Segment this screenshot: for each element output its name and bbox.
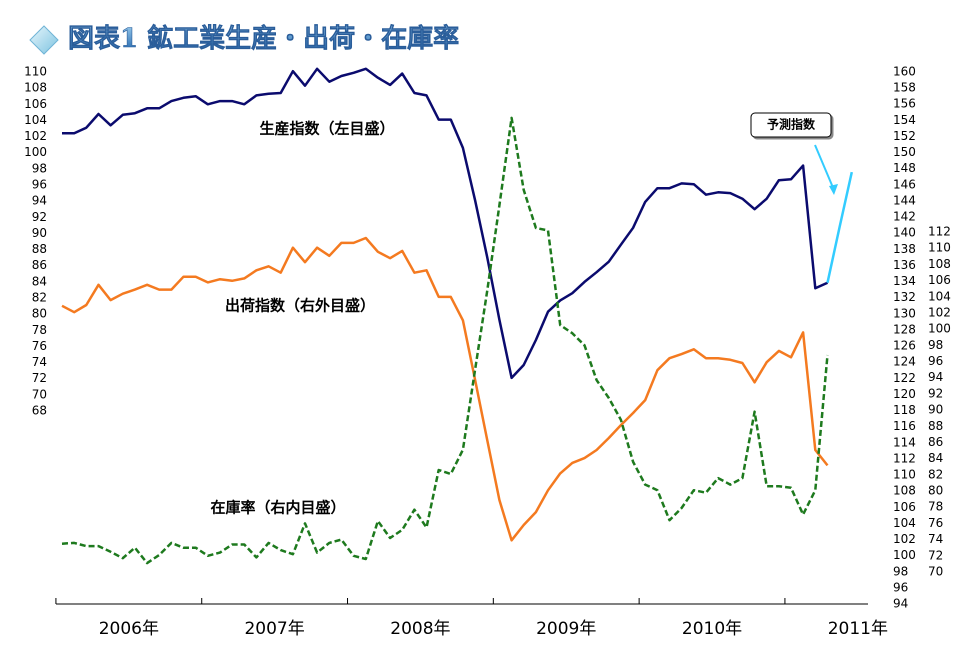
y-tick-label: 120 [893,387,916,401]
y-tick-label: 84 [32,274,47,288]
y-tick-label: 118 [893,403,916,417]
y-tick-label: 116 [893,419,916,433]
series-line [61,236,829,542]
y-tick-label: 110 [928,241,951,255]
x-tick-label: 2010年 [682,619,742,639]
callout-arrow [814,144,835,191]
y-tick-label: 72 [928,548,943,562]
y-tick-label: 112 [928,225,951,239]
series-line [826,171,854,283]
callout-arrow-head [829,184,838,195]
y-tick-label: 138 [893,242,916,256]
y-tick-label: 108 [24,81,47,95]
y-tick-label: 152 [893,129,916,143]
chart-title: 図表1 鉱工業生産・出荷・在庫率 [68,23,459,54]
series-line [62,67,829,380]
y-tick-label: 110 [24,65,47,79]
y-tick-label: 86 [32,258,47,272]
y-tick-label: 68 [32,404,47,418]
y-tick-label: 76 [32,339,47,353]
y-tick-label: 114 [893,435,916,449]
y-tick-label: 124 [893,355,916,369]
y-tick-label: 142 [893,210,916,224]
x-tick-label: 2008年 [390,619,450,639]
y-tick-label: 106 [928,273,951,287]
x-tick-label: 2009年 [536,619,596,639]
y-tick-label: 78 [32,323,47,337]
y-tick-label: 76 [928,516,943,530]
y-tick-label: 130 [893,306,916,320]
y-tick-label: 70 [32,387,47,401]
y-tick-label: 104 [24,113,47,127]
x-tick-label: 2007年 [244,619,304,639]
series-line [61,116,829,565]
y-tick-label: 96 [893,580,908,594]
y-tick-label: 90 [928,403,943,417]
y-tick-label: 148 [893,161,916,175]
y-tick-label: 86 [928,435,943,449]
y-tick-label: 106 [24,97,47,111]
y-tick-label: 100 [24,145,47,159]
series-label: 在庫率（右内目盛） [210,499,345,517]
y-tick-label: 104 [928,289,951,303]
y-tick-label: 100 [928,322,951,336]
plot: 68 70 72 74 76 78 80 82 84 86 88 90 92 94 96 98 100 102 10… [24,65,951,640]
y-tick-label: 78 [928,500,943,514]
y-tick-label: 88 [32,242,47,256]
y-tick-label: 150 [893,145,916,159]
y-tick-label: 158 [893,81,916,95]
y-tick-label: 144 [893,193,916,207]
y-tick-label: 112 [893,451,916,465]
y-tick-label: 160 [893,65,916,79]
y-tick-label: 92 [32,210,47,224]
y-tick-label: 72 [32,371,47,385]
y-tick-label: 154 [893,113,916,127]
y-tick-label: 102 [24,129,47,143]
y-tick-label: 84 [928,451,943,465]
y-tick-label: 136 [893,258,916,272]
y-tick-label: 96 [928,354,943,368]
y-tick-label: 106 [893,500,916,514]
y-tick-label: 80 [32,307,47,321]
title-icon [29,25,59,55]
callout-box [750,112,832,138]
forecast-label: 予測指数 [767,117,816,132]
y-tick-label: 100 [893,548,916,562]
x-tick-label: 2006年 [99,619,159,639]
y-tick-label: 98 [893,564,908,578]
y-tick-label: 92 [928,386,943,400]
y-tick-label: 104 [893,516,916,530]
y-tick-label: 108 [928,257,951,271]
y-tick-label: 102 [928,305,951,319]
y-tick-label: 126 [893,339,916,353]
y-tick-label: 156 [893,97,916,111]
y-tick-label: 74 [928,532,943,546]
y-tick-label: 122 [893,371,916,385]
y-tick-label: 90 [32,226,47,240]
y-tick-label: 88 [928,419,943,433]
y-tick-label: 98 [928,338,943,352]
y-tick-label: 74 [32,355,47,369]
y-tick-label: 96 [32,178,47,192]
y-tick-label: 110 [893,468,916,482]
y-tick-label: 132 [893,290,916,304]
y-tick-label: 146 [893,177,916,191]
y-tick-label: 70 [928,565,943,579]
y-tick-label: 102 [893,532,916,546]
y-tick-label: 108 [893,484,916,498]
series-label: 生産指数（左目盛） [259,120,394,138]
y-tick-label: 134 [893,274,916,288]
x-tick-label: 2011年 [828,619,888,639]
y-tick-label: 94 [893,597,908,611]
y-tick-label: 94 [928,370,943,384]
y-tick-label: 80 [928,484,943,498]
y-tick-label: 94 [32,194,47,208]
y-tick-label: 82 [928,467,943,481]
y-tick-label: 82 [32,291,47,305]
series-label: 出荷指数（右外目盛） [225,297,375,315]
y-tick-label: 140 [893,226,916,240]
y-tick-label: 128 [893,322,916,336]
y-tick-label: 98 [32,161,47,175]
